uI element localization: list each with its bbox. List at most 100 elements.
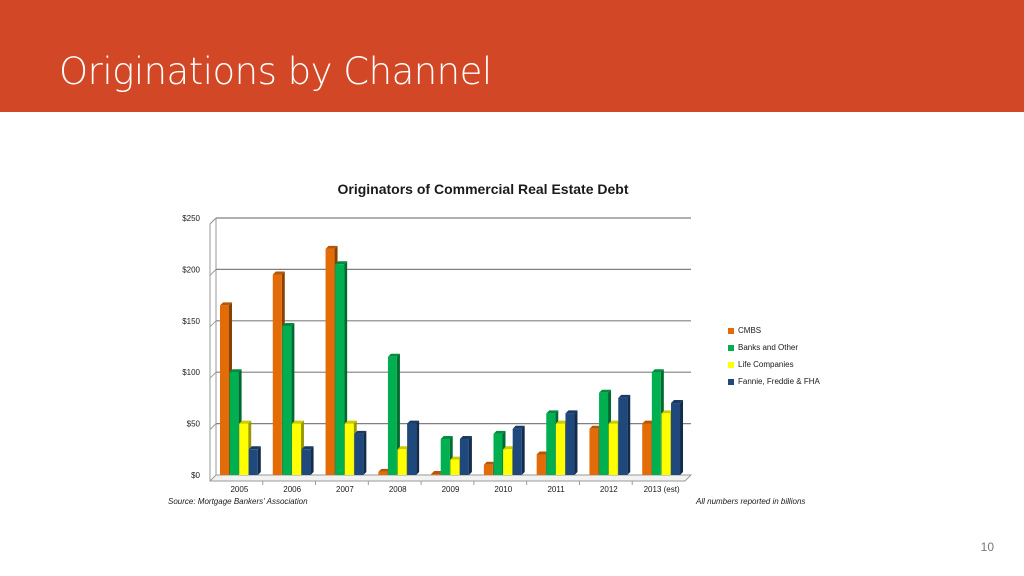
y-tick-label: $0 xyxy=(191,471,200,480)
bar-side xyxy=(468,436,472,475)
legend-swatch-banks xyxy=(728,344,734,351)
gridline-depth xyxy=(209,217,217,225)
bar xyxy=(440,439,450,475)
bar-top xyxy=(651,369,664,373)
bar-top xyxy=(536,451,549,455)
legend-label-life: Life Companies xyxy=(738,360,794,369)
chart-legend: CMBS Banks and Other Life Companies Fann… xyxy=(728,322,820,390)
bar xyxy=(651,372,661,475)
bar-top xyxy=(407,420,420,424)
gridline-depth xyxy=(209,320,217,328)
bar xyxy=(599,392,609,475)
bar xyxy=(407,423,417,475)
bar xyxy=(378,471,388,475)
bar-side xyxy=(521,425,525,475)
bar xyxy=(335,264,345,475)
bar-side xyxy=(363,430,367,475)
bar xyxy=(272,274,282,475)
legend-swatch-cmbs xyxy=(728,327,734,334)
bar-top xyxy=(493,430,506,434)
bar-top xyxy=(272,271,285,275)
legend-label-agencies: Fannie, Freddie & FHA xyxy=(738,377,820,386)
bar-top xyxy=(431,470,444,474)
x-tick-label: 2012 xyxy=(600,485,618,494)
bar-side xyxy=(574,410,578,475)
x-tick-label: 2007 xyxy=(336,485,354,494)
bar-top xyxy=(671,400,684,404)
bar-top xyxy=(599,389,612,393)
bar-top xyxy=(618,394,631,398)
y-tick-label: $100 xyxy=(182,368,200,377)
x-tick-label: 2010 xyxy=(494,485,512,494)
x-tick-label: 2011 xyxy=(547,485,565,494)
x-tick-label: 2013 (est) xyxy=(644,485,680,494)
bar-top xyxy=(555,420,568,424)
bar-side xyxy=(416,420,420,475)
bar xyxy=(450,459,460,475)
chart-note: All numbers reported in billions xyxy=(696,497,806,506)
bar xyxy=(512,428,522,475)
bar-top xyxy=(546,410,559,414)
bar-side xyxy=(396,353,400,475)
bar xyxy=(536,454,546,475)
bar xyxy=(220,305,229,475)
bar-top xyxy=(512,425,525,429)
bar-top xyxy=(483,461,496,465)
y-tick-label: $250 xyxy=(182,214,200,223)
bar xyxy=(589,428,599,475)
x-tick-label: 2005 xyxy=(230,485,248,494)
y-tick-label: $200 xyxy=(182,265,200,274)
gridline-depth xyxy=(209,423,217,430)
bar-top xyxy=(282,322,295,326)
bar xyxy=(459,439,469,475)
bar xyxy=(239,423,249,475)
bar xyxy=(565,413,575,475)
bar-top xyxy=(378,468,391,472)
bar xyxy=(344,423,354,475)
bar-top xyxy=(229,369,242,373)
bar xyxy=(546,413,556,475)
bar-top xyxy=(335,261,348,265)
slide-header: Originations by Channel xyxy=(0,0,1024,112)
bar-top xyxy=(608,420,621,424)
bar-side xyxy=(310,446,314,475)
bar xyxy=(397,449,407,475)
bar xyxy=(229,372,239,475)
bar-top xyxy=(565,410,578,414)
bar-top xyxy=(248,446,261,450)
bar xyxy=(618,397,628,475)
bar-top xyxy=(220,302,232,306)
legend-item-cmbs: CMBS xyxy=(728,322,820,339)
bar xyxy=(671,403,681,475)
bar-top xyxy=(301,446,314,450)
bar-top xyxy=(661,410,674,414)
chart-title-text: Originators of Commercial Real Estate De… xyxy=(337,181,629,197)
chart-source: Source: Mortgage Bankers' Association xyxy=(168,497,308,506)
bar xyxy=(325,248,335,475)
bar xyxy=(387,356,397,475)
bar-top xyxy=(642,420,655,424)
bar-side xyxy=(627,394,631,475)
bar xyxy=(291,423,301,475)
legend-item-banks: Banks and Other xyxy=(728,339,820,356)
x-tick-label: 2006 xyxy=(283,485,301,494)
legend-item-agencies: Fannie, Freddie & FHA xyxy=(728,373,820,390)
bar-top xyxy=(344,420,357,424)
bar xyxy=(608,423,618,475)
bar xyxy=(248,449,258,475)
page-number: 10 xyxy=(980,540,994,554)
bar-top xyxy=(325,245,338,249)
bar-top xyxy=(387,353,400,357)
chart-title: Originators of Commercial Real Estate De… xyxy=(0,181,1024,197)
y-tick-label: $150 xyxy=(182,317,200,326)
gridline-depth xyxy=(209,371,217,379)
x-tick-label: 2008 xyxy=(389,485,407,494)
bar xyxy=(483,464,493,475)
bar-top xyxy=(589,425,602,429)
bar-top xyxy=(440,436,453,440)
legend-label-cmbs: CMBS xyxy=(738,326,762,335)
bar-top xyxy=(354,430,367,434)
y-tick-label: $50 xyxy=(187,420,201,429)
bar xyxy=(661,413,671,475)
